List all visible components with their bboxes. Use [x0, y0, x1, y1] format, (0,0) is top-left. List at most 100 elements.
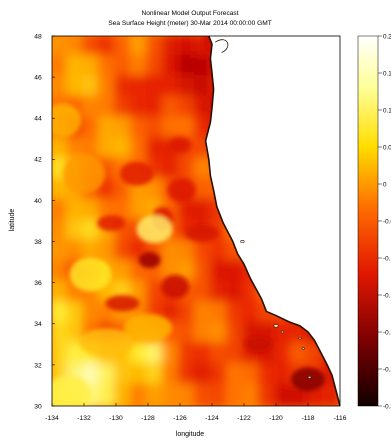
field-cell: [226, 321, 246, 347]
y-tick-label: 44: [34, 116, 42, 123]
chart-title: Nonlinear Model Output Forecast: [141, 10, 238, 17]
field-cell: [98, 136, 118, 162]
field-cell: [52, 177, 70, 203]
field-cell: [82, 219, 102, 244]
field-cell: [52, 260, 70, 285]
field-cell: [258, 362, 278, 388]
field-cell: [82, 95, 102, 121]
field-cell: [98, 177, 118, 203]
x-tick-label: -122: [237, 415, 251, 422]
field-cell: [82, 362, 102, 388]
x-tick-label: -116: [334, 415, 347, 422]
low-height-anomaly: [291, 367, 325, 392]
field-cell: [162, 36, 182, 59]
field-cell: [274, 342, 294, 367]
colorbar-ticks: 0.2 0.15 0.1 0.05 0 -0.05 -0.1 -0.15 -0.2 -0.25 -0…: [378, 33, 391, 410]
field-cell: [52, 36, 70, 59]
field-cell: [178, 116, 198, 141]
field-cell: [98, 383, 118, 406]
field-cell: [114, 75, 134, 100]
field-cell: [66, 36, 86, 59]
field-cell: [146, 280, 166, 306]
field-cell: [130, 75, 150, 100]
field-cell: [178, 383, 198, 406]
field-cell: [146, 362, 166, 388]
field-cell: [210, 280, 230, 306]
field-cell: [194, 342, 214, 367]
y-tick-label: 32: [34, 362, 42, 369]
colorbar-tick-label: 0.15: [383, 70, 391, 77]
field-cell: [98, 362, 118, 388]
coastal-island: [301, 347, 305, 350]
field-cell: [66, 219, 86, 244]
low-height-anomaly: [169, 136, 191, 153]
coastline: [204, 36, 340, 406]
field-cell: [130, 54, 150, 80]
field-cell: [226, 362, 246, 388]
x-tick-label: -120: [269, 415, 283, 422]
field-cell: [194, 198, 214, 223]
field-cell: [66, 301, 86, 326]
colorbar-tick-label: -0.25: [383, 366, 391, 373]
low-height-anomaly: [138, 252, 161, 269]
x-tick-label: -118: [302, 415, 315, 422]
low-height-anomaly: [105, 295, 140, 312]
field-cell: [82, 301, 102, 326]
x-tick-label: -126: [173, 415, 187, 422]
x-tick-label: -134: [45, 415, 59, 422]
field-cell: [98, 75, 118, 100]
field-cell: [210, 383, 230, 406]
field-cell: [114, 362, 134, 388]
field-cell: [146, 75, 166, 100]
field-cell: [146, 95, 166, 121]
field-cell: [274, 321, 294, 347]
field-cell: [66, 54, 86, 80]
field-cell: [210, 260, 230, 285]
low-height-anomaly: [244, 336, 273, 353]
field-cell: [194, 362, 214, 388]
field-cell: [178, 362, 198, 388]
field-cell: [114, 54, 134, 80]
field-cell: [146, 342, 166, 367]
field-cell: [210, 239, 230, 265]
colorbar-tick-label: -0.2: [383, 329, 391, 336]
land-area: [205, 36, 340, 406]
low-height-anomaly: [161, 274, 190, 299]
field-cell: [194, 280, 214, 306]
field-cell: [98, 54, 118, 80]
y-tick-label: 38: [34, 239, 42, 246]
field-cell: [178, 36, 198, 59]
field-cell: [130, 116, 150, 141]
field-cell: [52, 198, 70, 223]
field-cell: [98, 95, 118, 121]
field-cell: [178, 54, 198, 80]
y-tick-label: 40: [34, 198, 42, 205]
high-height-anomaly: [63, 153, 105, 194]
field-cell: [114, 95, 134, 121]
field-cell: [178, 198, 198, 223]
field-cell: [114, 239, 134, 265]
field-cell: [242, 301, 262, 326]
field-cell: [114, 36, 134, 59]
y-tick-label: 42: [34, 157, 42, 164]
north-bay-outline: [214, 39, 229, 53]
field-cell: [162, 75, 182, 100]
high-height-anomaly: [136, 215, 173, 244]
field-cell: [210, 301, 230, 326]
field-cell: [162, 95, 182, 121]
field-cell: [226, 280, 246, 306]
y-axis-label: latitude: [9, 209, 16, 232]
field-cell: [146, 36, 166, 59]
low-height-anomaly: [167, 178, 196, 203]
high-height-anomaly: [52, 375, 92, 406]
field-cell: [194, 95, 214, 121]
high-height-anomaly: [124, 313, 172, 342]
field-cell: [82, 198, 102, 223]
field-cell: [162, 239, 182, 265]
field-cell: [66, 239, 86, 265]
x-axis-label: longitude: [176, 431, 205, 438]
field-cell: [130, 95, 150, 121]
field-cell: [162, 342, 182, 367]
field-cell: [194, 54, 214, 80]
field-cell: [194, 75, 214, 100]
